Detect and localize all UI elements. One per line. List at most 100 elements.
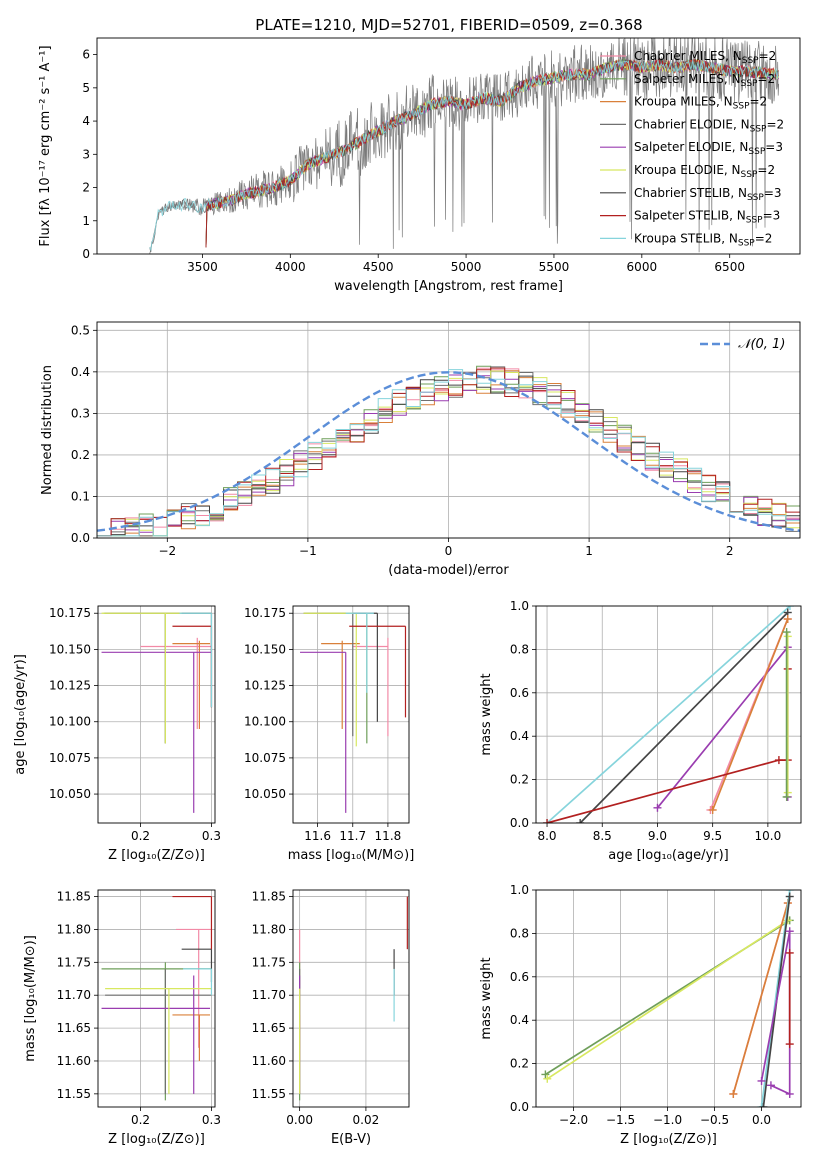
y-axis-label: Flux [fλ 10⁻¹⁷ erg cm⁻² s⁻¹ A⁻¹]	[38, 45, 53, 246]
legend-entry: Kroupa STELIB, NSSP=2	[634, 231, 772, 248]
x-tick-label: 9.5	[703, 829, 722, 843]
y-tick-label: 11.75	[252, 955, 286, 969]
plot-area	[300, 612, 407, 813]
y-tick-label: 10.100	[244, 715, 286, 729]
y-tick-label: 11.85	[57, 890, 91, 904]
x-tick-label: 5500	[539, 260, 570, 274]
y-tick-label: 1	[82, 214, 90, 228]
y-tick-label: 0.6	[510, 686, 529, 700]
legend-entry: Chabrier ELODIE, NSSP=2	[634, 117, 784, 134]
plus-marker	[653, 803, 662, 812]
y-tick-label: 10.175	[49, 606, 91, 620]
y-tick-label: 5	[82, 81, 90, 95]
x-tick-label: 0.02	[353, 1113, 380, 1127]
y-tick-label: 10.125	[244, 679, 286, 693]
plus-marker	[759, 1103, 768, 1107]
y-tick-label: 0.5	[71, 323, 90, 337]
axes-frame	[292, 889, 410, 1108]
x-tick-label: 6500	[714, 260, 745, 274]
x-tick-label: 2	[726, 544, 734, 558]
plus-marker	[708, 805, 717, 814]
y-tick-label: 4	[82, 114, 90, 128]
age-vs-metallicity-panel: 0.2 0.3 10.050 10.075 10.100 10.125 10.150 10.1…	[13, 605, 221, 863]
y-tick-label: 10.050	[244, 787, 286, 801]
data-point	[172, 895, 213, 950]
plot-area	[101, 612, 213, 813]
plot-area	[149, 38, 780, 254]
plus-marker	[774, 756, 783, 765]
age-vs-mass-panel: 11.6 11.7 11.8 10.050 10.075 10.100 10.125 10.1…	[244, 605, 414, 863]
y-tick-label: 10.150	[49, 642, 91, 656]
axes-frame	[96, 37, 801, 255]
normal-distribution-curve	[97, 371, 800, 532]
plus-marker	[576, 819, 585, 823]
y-tick-label: 11.85	[252, 890, 286, 904]
y-tick-label: 0.6	[510, 970, 529, 984]
plus-marker	[782, 792, 791, 801]
legend-entry: Chabrier MILES, NSSP=2	[634, 49, 776, 66]
y-tick-label: 10.050	[49, 787, 91, 801]
x-tick-label: 0	[445, 544, 453, 558]
data-point	[101, 651, 212, 813]
residual-histogram	[97, 369, 800, 537]
plot-area	[543, 606, 794, 823]
x-tick-label: 0.2	[131, 1113, 150, 1127]
y-tick-label: 10.175	[244, 606, 286, 620]
y-tick-label: 10.075	[49, 751, 91, 765]
axes-frame	[96, 321, 801, 539]
axes-frame	[535, 605, 802, 824]
y-tick-label: 11.65	[252, 1021, 286, 1035]
y-tick-label: 6	[82, 48, 90, 62]
ticks: 11.6 11.7 11.8 10.050 10.075 10.100 10.125 10.1…	[244, 606, 401, 843]
y-tick-label: 0.8	[510, 642, 529, 656]
legend-entry: Salpeter STELIB, NSSP=3	[634, 209, 780, 226]
weight-line	[546, 606, 791, 823]
plus-marker	[785, 927, 794, 936]
y-tick-label: 0.0	[510, 816, 529, 830]
x-tick-label: −1	[299, 544, 317, 558]
x-tick-label: 0.2	[131, 829, 150, 843]
weight-vs-age-panel: 8.0 8.5 9.0 9.5 10.0 0.0 0.2 0.4 0.6 0.8 1.0 age [l…	[479, 599, 802, 863]
data-point	[183, 968, 213, 996]
x-tick-label: 1	[585, 544, 593, 558]
residual-histogram	[97, 372, 800, 537]
x-tick-label: 0.3	[202, 829, 221, 843]
plus-marker	[757, 1103, 766, 1107]
axes-frame	[97, 605, 216, 824]
x-axis-label: Z [log₁₀(Z/Z⊙)]	[108, 1132, 205, 1147]
plus-marker	[766, 1081, 775, 1090]
y-tick-label: 0	[82, 247, 90, 261]
weight-vs-metallicity-panel: −2.0 −1.5 −1.0 −0.5 0.0 0.0 0.2 0.4 0.6 0.8 1.0 Z […	[479, 883, 802, 1147]
y-tick-label: 0.2	[510, 773, 529, 787]
weight-line	[711, 618, 789, 811]
x-tick-label: 0.00	[286, 1113, 313, 1127]
x-tick-label: 11.8	[375, 829, 402, 843]
y-tick-label: 11.70	[57, 988, 91, 1002]
plus-marker	[783, 632, 792, 641]
x-axis-label: Z [log₁₀(Z/Z⊙)]	[108, 848, 205, 863]
y-tick-label: 1.0	[510, 599, 529, 613]
y-tick-label: 11.80	[57, 922, 91, 936]
y-tick-label: 0.0	[510, 1100, 529, 1114]
ticks: 0.2 0.3 11.55 11.60 11.65 11.70 11.75 11.80 11.8…	[57, 890, 221, 1127]
model-spectrum-line	[149, 59, 779, 252]
legend-entry: Salpeter ELODIE, NSSP=3	[634, 140, 783, 157]
data-point	[179, 612, 213, 708]
y-tick-label: 10.125	[49, 679, 91, 693]
observed-spectrum-line	[149, 38, 780, 254]
y-tick-label: 2	[82, 181, 90, 195]
x-tick-label: −2.0	[559, 1113, 588, 1127]
y-axis-label: Normed distribution	[40, 365, 55, 495]
weight-line	[732, 902, 789, 1095]
data-point	[352, 637, 389, 737]
data-point	[349, 625, 407, 718]
y-tick-label: 11.80	[252, 922, 286, 936]
weight-line	[760, 890, 791, 1107]
x-tick-label: −1.5	[606, 1113, 635, 1127]
y-axis-label: age [log₁₀(age/yr)]	[13, 654, 28, 775]
x-axis-label: (data-model)/error	[388, 563, 509, 578]
x-tick-label: 11.7	[339, 829, 366, 843]
data-point	[172, 1014, 211, 1061]
figure-title: PLATE=1210, MJD=52701, FIBERID=0509, z=0…	[255, 16, 642, 34]
y-tick-label: 0.4	[510, 1013, 529, 1027]
